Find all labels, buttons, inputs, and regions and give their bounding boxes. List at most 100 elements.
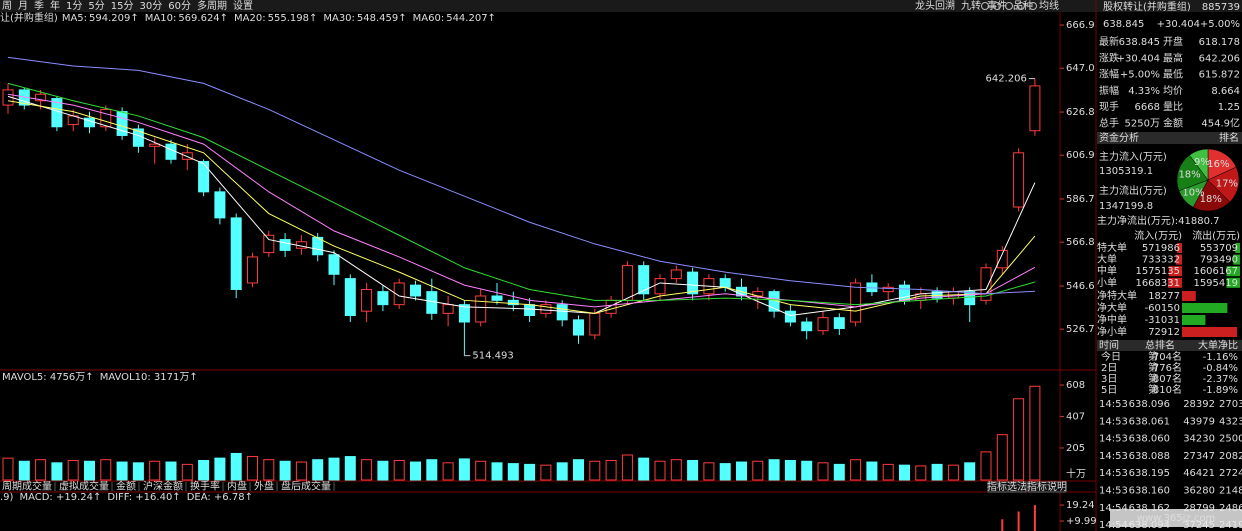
indicator-tab[interactable]: 金额: [116, 480, 136, 493]
candle-body: [377, 291, 389, 306]
tool-button[interactable]: 龙头回溯: [915, 0, 955, 12]
period-button[interactable]: 多周期: [197, 0, 227, 12]
button-frame[interactable]: [1027, 481, 1067, 493]
volume-bar: [736, 461, 747, 481]
indicator-tab[interactable]: 虚拟成交量: [59, 480, 109, 493]
macd-legend: MACD: +19.24↑: [19, 492, 101, 503]
volume-bar: [426, 459, 438, 481]
quote-label: 振幅: [1099, 84, 1119, 97]
rank-value: 810名: [1153, 383, 1182, 396]
instrument-code: 885739: [1202, 2, 1240, 13]
instrument-name: 股权转让(并购重组): [1103, 0, 1191, 13]
indicator-tab[interactable]: 沪深金额: [143, 480, 183, 493]
legend-prefix: 让(并购重组): [0, 11, 58, 24]
indicator-tab[interactable]: 换手率: [190, 480, 220, 493]
net-flow: 主力净流出(万元):41880.7: [1097, 214, 1220, 227]
period-button[interactable]: 设置: [233, 0, 253, 12]
pie-label: 17%: [1216, 178, 1238, 189]
period-button[interactable]: 5分: [88, 0, 104, 12]
pie-label: 18%: [1178, 170, 1200, 181]
volume-bar: [312, 459, 324, 481]
volume-bar: [1029, 385, 1041, 481]
y-tick-label: 626.8: [1066, 107, 1095, 118]
volume-bar: [377, 460, 389, 481]
toolbar-icon[interactable]: [1029, 2, 1037, 10]
trade-price: 638.061: [1129, 416, 1170, 427]
volume-bar: [132, 462, 144, 481]
volume-bar: [344, 456, 356, 481]
volume-bar: [295, 461, 307, 481]
outflow-value: 1347199.8: [1099, 201, 1153, 212]
indicator-tab[interactable]: 盘后成交量: [281, 480, 331, 493]
button-frame[interactable]: [987, 481, 1027, 493]
macd-legend: DEA: +6.78↑: [187, 492, 253, 503]
volume-bar: [947, 464, 959, 481]
pie-slice: [1207, 166, 1240, 203]
volume-bar: [2, 457, 14, 481]
quote-label: 总手: [1099, 117, 1119, 130]
rank-period: 2日: [1101, 363, 1117, 374]
volume-bar: [556, 462, 568, 481]
candle-body: [540, 304, 552, 314]
indicator-button[interactable]: 指标选法: [987, 480, 1027, 493]
period-button[interactable]: 年: [50, 0, 60, 12]
trade-price: 638.195: [1129, 468, 1170, 479]
indicator-tab[interactable]: 周期成交量: [2, 480, 52, 493]
volume-bar: [915, 465, 927, 481]
rank-value: 807名: [1153, 372, 1182, 385]
indicator-tab[interactable]: 外盘: [254, 480, 274, 493]
trade-price: 638.088: [1129, 451, 1170, 462]
tool-button[interactable]: 品种: [1013, 0, 1033, 12]
period-button[interactable]: 30分: [139, 0, 162, 12]
y-tick-label: +9.99: [1066, 516, 1097, 527]
toolbar-icon[interactable]: [981, 2, 989, 10]
toolbar-icon[interactable]: [1005, 2, 1013, 10]
candle-body: [654, 278, 666, 295]
toolbar-icon[interactable]: [993, 2, 1001, 10]
legend-value: 594.209↑: [89, 13, 139, 24]
watermark: www.365jz.com: [1137, 513, 1215, 524]
volume-bar: [817, 462, 829, 481]
volume-bar: [703, 462, 715, 481]
outflow-bar: [1233, 254, 1240, 265]
indicator-tab[interactable]: 内盘: [227, 480, 247, 493]
tool-button[interactable]: 事件: [987, 0, 1007, 12]
trade-price: 638.160: [1129, 486, 1170, 497]
candle-body: [361, 288, 373, 312]
candle-body: [230, 217, 242, 290]
period-button[interactable]: 60分: [168, 0, 191, 12]
rank-button[interactable]: 排名: [1219, 131, 1239, 144]
legend-name: MA30:: [323, 13, 355, 24]
period-button[interactable]: 15分: [111, 0, 134, 12]
toolbar-icon[interactable]: [1017, 2, 1025, 10]
volume-bar: [361, 459, 373, 481]
flow-header: 流出(万元): [1192, 229, 1240, 242]
trade-count: 4323: [1219, 416, 1242, 427]
y-tick-label: 526.7: [1066, 324, 1095, 335]
volume-bar: [100, 459, 112, 481]
quote-label: 金额: [1163, 117, 1183, 130]
rank-value: 704名: [1153, 350, 1182, 363]
y-tick-label: 407: [1066, 411, 1085, 422]
tool-button[interactable]: 均线: [1039, 0, 1059, 12]
trade-time: 14:53: [1099, 451, 1128, 462]
period-button[interactable]: 周: [2, 0, 12, 12]
volume-unit: 十万: [1066, 467, 1086, 480]
rank-period: 5日: [1101, 385, 1117, 396]
period-button[interactable]: 季: [34, 0, 44, 12]
flow-value: 553709: [1200, 243, 1238, 254]
period-button[interactable]: 1分: [66, 0, 82, 12]
candle-body: [344, 278, 356, 317]
inflow-label: 主力流入(万元): [1099, 150, 1167, 163]
candle-body: [801, 321, 813, 332]
volume-bar: [964, 462, 976, 481]
trade-time: 14:53: [1099, 399, 1128, 410]
last-price: 638.845: [1103, 19, 1144, 30]
period-button[interactable]: 月: [18, 0, 28, 12]
candle-body: [491, 295, 503, 301]
tool-button[interactable]: 九转: [961, 0, 981, 12]
toolbar-bg: [0, 0, 1242, 12]
indicator-button[interactable]: 指标说明: [1027, 480, 1067, 493]
trade-volume: 43979: [1183, 416, 1215, 427]
rank-header: 大单净比: [1198, 339, 1238, 352]
